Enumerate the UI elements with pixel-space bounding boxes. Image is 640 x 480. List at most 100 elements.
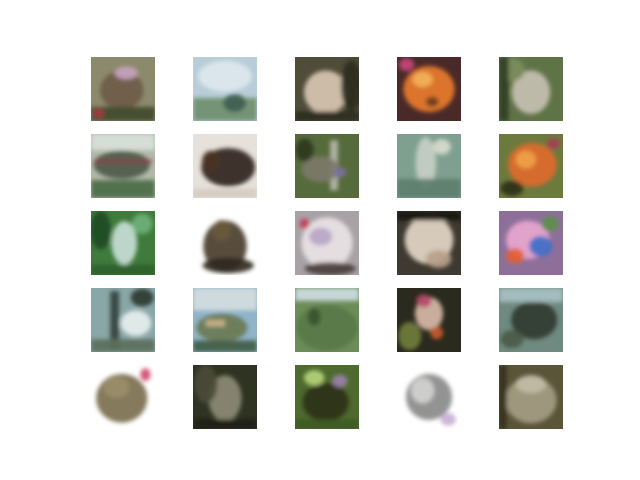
tile-blob [194, 365, 218, 404]
generated-image-tile [91, 288, 155, 352]
tile-picture [499, 134, 563, 198]
tile-picture [499, 57, 563, 121]
generated-image-tile [193, 288, 257, 352]
tile-blob [500, 180, 524, 197]
tile-blob [541, 216, 560, 232]
tile-blob [500, 330, 524, 349]
generated-image-tile [397, 211, 461, 275]
tile-blob [91, 264, 155, 275]
tile-blob [411, 377, 435, 404]
generated-image-tile [91, 211, 155, 275]
tile-blob [397, 178, 461, 198]
tile-blob [529, 235, 553, 257]
tile-blob [202, 257, 254, 274]
tile-picture [193, 365, 257, 429]
tile-blob [295, 138, 314, 162]
tile-blob [511, 70, 551, 114]
tile-picture [397, 57, 461, 121]
tile-blob [398, 321, 422, 351]
tile-picture [499, 211, 563, 275]
tile-picture [295, 365, 359, 429]
tile-blob [303, 70, 348, 114]
generated-image-tile [499, 134, 563, 198]
tile-blob [193, 288, 257, 311]
tile-blob [304, 262, 356, 275]
tile-blob [91, 106, 155, 121]
generated-image-tile [91, 365, 155, 429]
tile-blob [131, 213, 153, 235]
tile-blob [114, 66, 138, 80]
tile-blob [201, 150, 220, 172]
tile-blob [499, 57, 509, 121]
generated-image-tile [193, 57, 257, 121]
tile-blob [295, 419, 359, 429]
tile-blob [93, 108, 104, 119]
tile-blob [302, 382, 349, 422]
tile-blob [91, 180, 155, 198]
tile-blob [296, 304, 358, 351]
tile-blob [130, 288, 154, 307]
tile-blob [91, 211, 111, 250]
tile-picture [295, 57, 359, 121]
tile-blob [94, 159, 152, 163]
generated-image-tile [295, 288, 359, 352]
generated-image-tile [397, 134, 461, 198]
tile-blob [309, 227, 333, 246]
tile-blob [193, 340, 257, 352]
tile-blob [412, 71, 433, 88]
tile-blob [198, 60, 252, 92]
tile-picture [499, 365, 563, 429]
tile-blob [193, 189, 257, 198]
tile-picture [397, 288, 461, 352]
tile-picture [193, 211, 257, 275]
tile-blob [91, 134, 155, 150]
tile-picture [397, 211, 461, 275]
tile-blob [303, 370, 325, 386]
tile-picture [295, 288, 359, 352]
tile-blob [212, 219, 231, 241]
tile-blob [430, 326, 444, 340]
generated-image-tile [193, 365, 257, 429]
tile-picture [499, 288, 563, 352]
tile-picture [295, 134, 359, 198]
tile-blob [397, 211, 461, 221]
tile-blob [196, 313, 248, 342]
generated-image-tile [295, 211, 359, 275]
tile-blob [193, 419, 257, 429]
generated-image-tile [193, 211, 257, 275]
tile-picture [193, 57, 257, 121]
tile-blob [425, 96, 439, 107]
generated-image-tile [295, 134, 359, 198]
tile-blob [299, 218, 310, 229]
generated-image-tile [295, 365, 359, 429]
generated-image-tile [397, 365, 461, 429]
tile-blob [333, 167, 347, 178]
tile-blob [425, 250, 452, 268]
tile-blob [301, 156, 340, 182]
tile-blob [111, 221, 138, 265]
generated-image-tile [295, 57, 359, 121]
generated-image-tile [193, 134, 257, 198]
generated-image-tile [397, 288, 461, 352]
tile-blob [499, 288, 563, 303]
generated-image-tile [91, 57, 155, 121]
tile-picture [91, 211, 155, 275]
tile-blob [415, 137, 437, 189]
tile-blob [416, 294, 432, 308]
tile-blob [515, 150, 537, 169]
tile-picture [91, 288, 155, 352]
tile-blob [93, 150, 150, 179]
tile-blob [515, 375, 547, 394]
tile-blob [205, 320, 225, 327]
tile-blob [110, 291, 120, 349]
tile-blob [307, 307, 321, 326]
tile-blob [547, 138, 560, 149]
generated-image-tile [499, 57, 563, 121]
tile-blob [223, 94, 247, 113]
tile-picture [397, 365, 461, 429]
tile-blob [499, 365, 507, 429]
generated-image-tile [499, 288, 563, 352]
tile-blob [398, 58, 415, 72]
tile-picture [91, 57, 155, 121]
